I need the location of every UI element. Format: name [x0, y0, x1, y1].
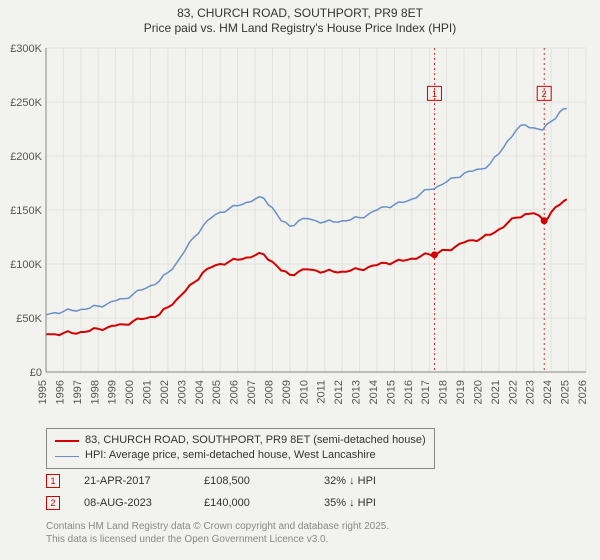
x-tick-label: 2021 [490, 380, 502, 404]
series-hpi [46, 109, 567, 315]
chart-title: 83, CHURCH ROAD, SOUTHPORT, PR9 8ET Pric… [0, 0, 600, 36]
series-price_paid [46, 199, 567, 335]
x-tick-label: 2020 [472, 380, 484, 404]
y-tick-label: £250K [10, 97, 42, 109]
x-tick-label: 2024 [542, 380, 554, 404]
legend-label: HPI: Average price, semi-detached house,… [85, 448, 376, 463]
x-tick-label: 1996 [54, 380, 66, 404]
x-tick-label: 2012 [333, 380, 345, 404]
marker-label-2: 2 [542, 89, 547, 99]
x-tick-label: 2015 [385, 380, 397, 404]
legend: 83, CHURCH ROAD, SOUTHPORT, PR9 8ET (sem… [46, 428, 435, 469]
marker-id-box: 1 [46, 474, 60, 488]
title-line2: Price paid vs. HM Land Registry's House … [0, 21, 600, 36]
y-tick-label: £150K [10, 205, 42, 217]
credit-line1: Contains HM Land Registry data © Crown c… [46, 520, 389, 533]
legend-item: 83, CHURCH ROAD, SOUTHPORT, PR9 8ET (sem… [55, 433, 426, 448]
x-tick-label: 2025 [560, 380, 572, 404]
x-tick-label: 2006 [229, 380, 241, 404]
x-tick-label: 1995 [37, 380, 49, 404]
legend-item: HPI: Average price, semi-detached house,… [55, 448, 426, 463]
x-tick-label: 1998 [89, 380, 101, 404]
x-tick-label: 2017 [420, 380, 432, 404]
marker-date: 21-APR-2017 [84, 475, 204, 487]
x-tick-label: 2004 [194, 380, 206, 404]
x-tick-label: 2003 [176, 380, 188, 404]
y-tick-label: £100K [10, 259, 42, 271]
chart-area: £0 £50K £100K £150K £200K £250K £300K 1995 1996 1… [0, 42, 600, 422]
marker-row-2: 2 08-AUG-2023£140,00035% ↓ HPI [46, 492, 566, 514]
marker-dot-2 [541, 217, 548, 224]
x-tick-label: 2009 [281, 380, 293, 404]
x-tick-label: 2001 [142, 380, 154, 404]
marker-label-1: 1 [432, 89, 437, 99]
credit-line2: This data is licensed under the Open Gov… [46, 533, 389, 546]
x-tick-label: 2014 [368, 380, 380, 404]
x-tick-label: 2019 [455, 380, 467, 404]
legend-swatch [55, 456, 79, 457]
title-line1: 83, CHURCH ROAD, SOUTHPORT, PR9 8ET [0, 6, 600, 21]
x-tick-label: 2000 [124, 380, 136, 404]
x-tick-label: 2013 [351, 380, 363, 404]
marker-table: 1 21-APR-2017£108,50032% ↓ HPI 2 08-AUG-202… [46, 470, 566, 514]
x-tick-label: 2010 [298, 380, 310, 404]
credit-text: Contains HM Land Registry data © Crown c… [46, 520, 389, 546]
x-tick-label: 2007 [246, 380, 258, 404]
marker-dot-1 [431, 251, 438, 258]
marker-id-box: 2 [46, 496, 60, 510]
x-tick-label: 2011 [316, 380, 328, 404]
marker-date: 08-AUG-2023 [84, 497, 204, 509]
chart-svg: £0 £50K £100K £150K £200K £250K £300K 1995 1996 1… [0, 42, 600, 422]
marker-delta: 35% ↓ HPI [324, 497, 444, 509]
x-tick-label: 2022 [507, 380, 519, 404]
x-tick-label: 2018 [438, 380, 450, 404]
x-tick-label: 1999 [107, 380, 119, 404]
legend-swatch [55, 440, 79, 442]
x-tick-label: 2008 [263, 380, 275, 404]
y-tick-label: £0 [30, 367, 42, 379]
y-tick-label: £300K [10, 43, 42, 55]
x-tick-label: 2002 [159, 380, 171, 404]
marker-price: £108,500 [204, 475, 324, 487]
legend-label: 83, CHURCH ROAD, SOUTHPORT, PR9 8ET (sem… [85, 433, 426, 448]
marker-delta: 32% ↓ HPI [324, 475, 444, 487]
marker-price: £140,000 [204, 497, 324, 509]
x-tick-label: 1997 [72, 380, 84, 404]
y-tick-label: £50K [16, 313, 42, 325]
marker-row-1: 1 21-APR-2017£108,50032% ↓ HPI [46, 470, 566, 492]
x-tick-label: 2023 [525, 380, 537, 404]
y-tick-label: £200K [10, 151, 42, 163]
x-tick-label: 2026 [577, 380, 589, 404]
x-tick-label: 2016 [403, 380, 415, 404]
x-tick-label: 2005 [211, 380, 223, 404]
